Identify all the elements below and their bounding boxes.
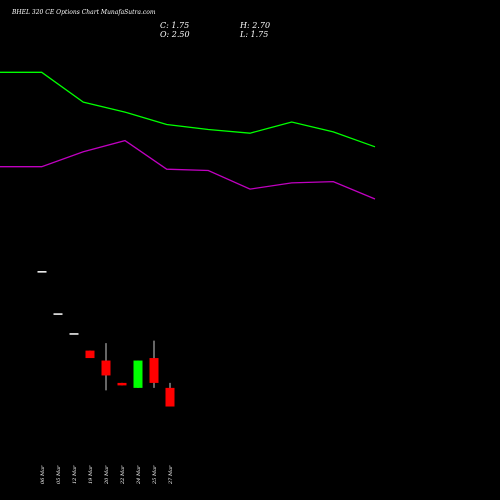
x-tick-label: 12 Mar: [72, 465, 78, 484]
candles: [37, 271, 175, 407]
x-tick-label: 25 Mar: [152, 465, 158, 485]
chart-title: BHEL 320 CE Options Chart MunafaSutra.co…: [12, 9, 156, 16]
candle-body: [85, 350, 95, 359]
low-value: L: 1.75: [240, 30, 269, 39]
candle-body: [69, 333, 79, 335]
candle-body: [101, 360, 111, 376]
moving-average-lines: [0, 71, 376, 200]
x-tick-label: 20 Mar: [104, 465, 110, 485]
candle-body: [117, 382, 127, 386]
series-line: [0, 71, 376, 148]
x-tick-label: 06 Mar: [40, 465, 46, 484]
open-value: O: 2.50: [160, 30, 190, 39]
series-line: [0, 139, 376, 200]
x-tick-label: 24 Mar: [136, 465, 142, 485]
candle-body: [165, 387, 175, 407]
high-value: H: 2.70: [240, 21, 271, 30]
candle-body: [133, 360, 143, 388]
x-tick-label: 05 Mar: [56, 465, 62, 484]
x-tick-label: 22 Mar: [120, 465, 126, 485]
candle-body: [53, 313, 63, 315]
x-tick-label: 19 Mar: [88, 465, 94, 484]
close-value: C: 1.75: [160, 21, 190, 30]
candle-body: [37, 271, 47, 273]
x-tick-label: 27 Mar: [168, 465, 174, 485]
candle-body: [149, 358, 159, 383]
x-axis-ticks: 06 Mar 05 Mar 12 Mar 19 Mar 20 Mar 22 Mar 24 M…: [40, 465, 174, 485]
